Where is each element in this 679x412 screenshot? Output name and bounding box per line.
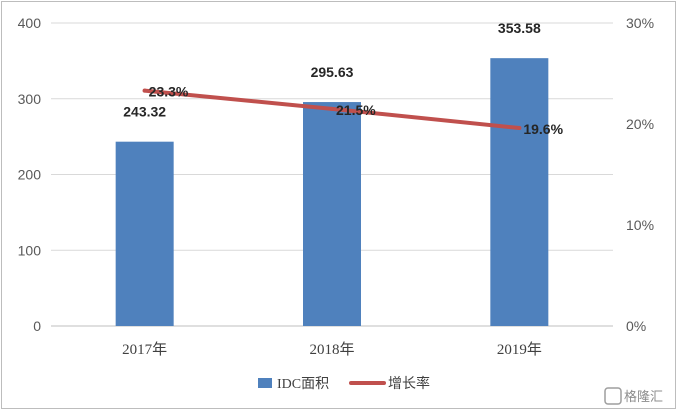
line-data-label: 21.5% [336, 102, 376, 118]
line-data-label: 19.6% [523, 121, 563, 137]
watermark-text: 格隆汇 [624, 389, 663, 405]
y-right-tick-label: 20% [626, 116, 654, 132]
x-tick-label: 2017年 [122, 341, 167, 358]
bar [303, 102, 361, 326]
y-right-tick-label: 30% [626, 15, 654, 31]
watermark-logo: 格隆汇 [604, 387, 663, 405]
bar [115, 141, 174, 326]
y-left-tick-label: 0 [33, 318, 41, 334]
watermark-icon [604, 387, 622, 405]
line-point [142, 88, 147, 93]
legend-line-label: 增长率 [388, 375, 430, 392]
x-tick-label: 2019年 [497, 341, 542, 358]
line-data-label: 23.3% [149, 84, 189, 100]
y-left-tick-label: 100 [18, 242, 42, 258]
legend-bar-swatch [258, 378, 272, 388]
y-left-tick-label: 300 [18, 91, 42, 107]
bar-data-label: 295.63 [311, 64, 354, 80]
line-point [330, 106, 334, 111]
y-right-tick-label: 0% [626, 318, 646, 334]
x-tick-label: 2018年 [309, 341, 354, 358]
y-left-tick-label: 400 [18, 15, 42, 31]
y-right-tick-label: 10% [626, 217, 654, 233]
line-point [517, 126, 522, 131]
bar [490, 58, 549, 327]
bar-data-label: 353.58 [498, 20, 541, 36]
y-left-tick-label: 200 [18, 167, 42, 183]
legend-bar-label: IDC面积 [277, 376, 329, 392]
bar-data-label: 243.32 [123, 104, 166, 120]
